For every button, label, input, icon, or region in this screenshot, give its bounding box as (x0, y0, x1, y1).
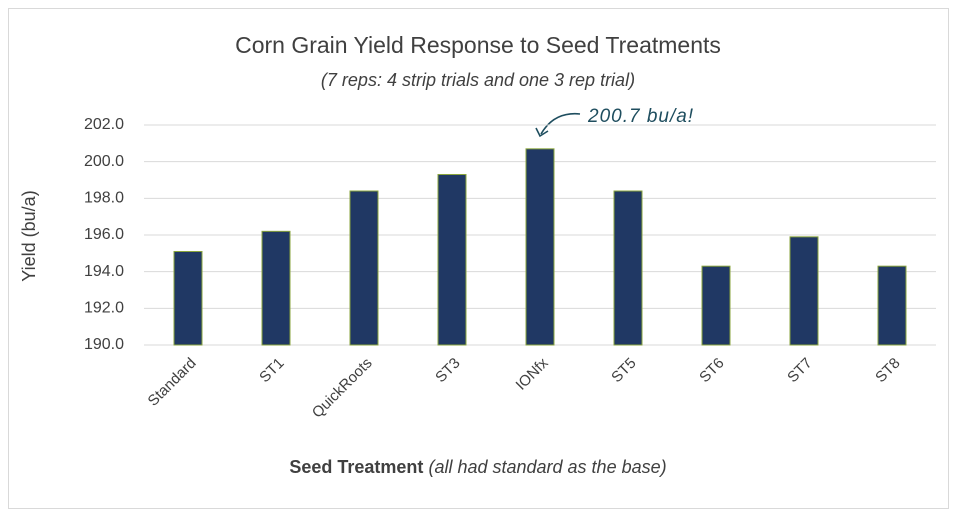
y-tick-label: 192.0 (84, 300, 124, 317)
bar (789, 236, 819, 346)
chart-subtitle: (7 reps: 4 strip trials and one 3 rep tr… (321, 70, 635, 90)
annotation-arrowhead (535, 127, 549, 138)
bar (261, 230, 291, 346)
annotation-arrow (540, 112, 581, 135)
bar (877, 265, 907, 346)
y-tick-label: 200.0 (84, 153, 124, 170)
bar (613, 190, 643, 346)
x-axis-title: Seed Treatment (289, 457, 423, 477)
y-tick-label: 198.0 (84, 190, 124, 207)
y-tick-label: 194.0 (84, 263, 124, 280)
bar (701, 265, 731, 346)
x-axis-note: (all had standard as the base) (428, 457, 666, 477)
chart-title: Corn Grain Yield Response to Seed Treatm… (235, 32, 721, 58)
x-axis-label: Seed Treatment (all had standard as the … (289, 457, 666, 477)
bar (173, 251, 203, 346)
bar (525, 148, 555, 346)
bar (349, 190, 379, 346)
annotation: 200.7 bu/a! (587, 106, 694, 127)
y-tick-label: 202.0 (84, 116, 124, 133)
y-axis-label: Yield (bu/a) (19, 190, 39, 281)
y-tick-label: 196.0 (84, 226, 124, 243)
bar (437, 174, 467, 346)
y-tick-label: 190.0 (84, 336, 124, 353)
